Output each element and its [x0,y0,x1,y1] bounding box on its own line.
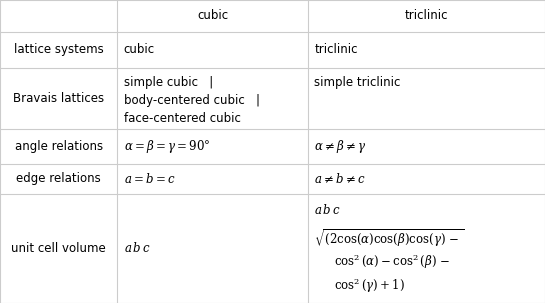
Text: $a = b = c$: $a = b = c$ [124,172,175,186]
Text: unit cell volume: unit cell volume [11,242,106,255]
Text: angle relations: angle relations [15,140,102,153]
Text: $a \neq b \neq c$: $a \neq b \neq c$ [314,172,366,186]
Text: $a\,b\,c$: $a\,b\,c$ [124,241,150,255]
Text: simple triclinic: simple triclinic [314,76,401,89]
Text: Bravais lattices: Bravais lattices [13,92,104,105]
Text: cubic: cubic [124,44,155,56]
Text: triclinic: triclinic [405,9,448,22]
Text: body-centered cubic   |: body-centered cubic | [124,94,260,107]
Text: cubic: cubic [197,9,228,22]
Text: $a\,b\,c$: $a\,b\,c$ [314,203,341,217]
Text: $\alpha \neq \beta \neq \gamma$: $\alpha \neq \beta \neq \gamma$ [314,138,367,155]
Text: face-centered cubic: face-centered cubic [124,112,240,125]
Text: edge relations: edge relations [16,172,101,185]
Text: triclinic: triclinic [314,44,358,56]
Text: $\cos^2(\gamma) + 1)$: $\cos^2(\gamma) + 1)$ [334,276,404,295]
Text: $\sqrt{(2\cos(\alpha)\cos(\beta)\cos(\gamma)\,-}$: $\sqrt{(2\cos(\alpha)\cos(\beta)\cos(\ga… [314,227,465,249]
Text: simple cubic   |: simple cubic | [124,76,213,89]
Text: $\alpha = \beta = \gamma = 90°$: $\alpha = \beta = \gamma = 90°$ [124,138,210,155]
Text: $\cos^2(\alpha) - \cos^2(\beta)\,-$: $\cos^2(\alpha) - \cos^2(\beta)\,-$ [334,252,450,271]
Text: lattice systems: lattice systems [14,44,104,56]
